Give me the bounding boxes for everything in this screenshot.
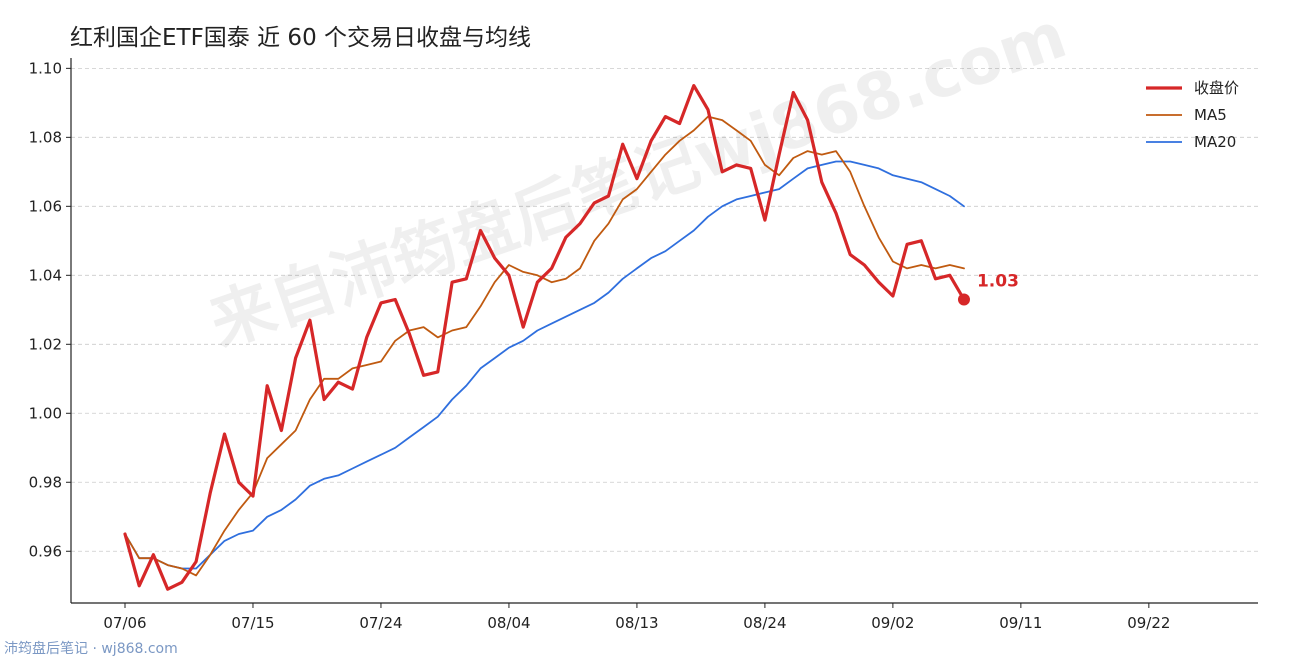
y-tick-label: 1.04 [29,266,62,284]
y-tick-label: 1.08 [29,128,62,146]
grid-lines [71,67,1258,552]
ma20-series-line [124,160,965,570]
axes: 1.10 1.08 1.06 1.04 1.02 1.00 0.98 0.96 07/06 07/… [29,58,1258,632]
y-tick-label: 0.98 [29,473,62,491]
x-tick-label: 07/24 [359,614,402,632]
legend-label-ma20: MA20 [1194,133,1236,151]
y-tick-label: 1.06 [29,197,62,215]
chart-title: 红利国企ETF国泰 近 60 个交易日收盘与均线 [70,25,532,51]
watermark: 来自沛筠盘后笔记wj868.com [201,0,1076,362]
ma5-series-line [124,115,965,577]
x-tick-label: 08/24 [743,614,786,632]
legend-label-close-price: 收盘价 [1194,79,1239,97]
footer-credit: 沛筠盘后笔记 · wj868.com [4,641,178,657]
annotations: 1.03 [957,271,1019,306]
x-tick-label: 08/13 [615,614,658,632]
y-tick-label: 1.02 [29,335,62,353]
x-tick-label: 09/22 [1127,614,1170,632]
last-close-point [957,293,970,306]
legend-label-ma5: MA5 [1194,106,1227,124]
series-lines [123,84,966,591]
close-price-series-line [123,84,966,591]
y-tick-label: 0.96 [29,542,62,560]
x-tick-label: 07/06 [103,614,146,632]
y-tick-label: 1.00 [29,404,62,422]
y-tick-label: 1.10 [29,59,62,77]
x-tick-label: 08/04 [487,614,530,632]
last-close-value-label: 1.03 [977,271,1019,291]
x-tick-label: 09/02 [871,614,914,632]
x-tick-label: 07/15 [231,614,274,632]
legend: 收盘价 MA5 MA20 [1146,79,1239,151]
x-tick-label: 09/11 [999,614,1042,632]
